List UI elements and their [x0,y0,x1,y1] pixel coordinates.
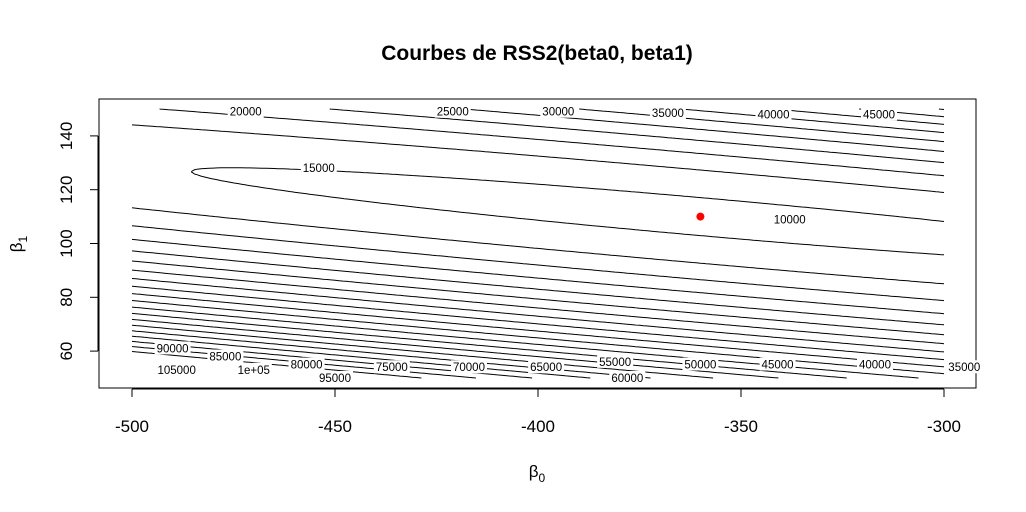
contour-label: 105000 [157,365,195,377]
contour-label: 85000 [209,351,241,363]
contour-label-bg [373,360,410,374]
contour-label: 15000 [303,163,335,175]
y-axis-label: β1 [7,235,30,252]
minimum-point [696,212,705,221]
contour-label: 20000 [230,107,262,119]
x-axis-label: β0 [529,462,546,485]
y-tick-label: 140 [57,122,76,150]
x-tick-label: -450 [318,417,352,436]
x-tick-label: -350 [724,417,758,436]
contour-label: 40000 [859,360,891,372]
contour-label: 1e+05 [238,365,270,377]
contour-label: 40000 [757,109,789,121]
x-axis-label-symbol: β [529,462,539,481]
contour-label: 70000 [453,362,485,374]
x-tick-label: -400 [521,417,555,436]
contour-label: 45000 [762,360,794,372]
contour-label: 35000 [652,108,684,120]
contour-lines [131,108,945,379]
contour-label: 10000 [774,214,806,226]
contour-label: 30000 [542,107,574,119]
contour-label: 75000 [376,362,408,374]
contour-label-bg [771,212,808,226]
contour-label-bg [755,107,792,121]
contour-line-15000 [131,124,945,285]
contour-label: 65000 [530,362,562,374]
contour-line-40000 [131,108,945,345]
x-axis: -500 -450 -400 -350 -300 [115,388,961,436]
contour-label-bg [450,360,487,374]
contour-label-bg [682,357,719,371]
contour-label-bg [155,362,198,376]
contour-labels: 20000 25000 30000 35000 40000 45000 15000 10000… [154,104,983,385]
contour-line-75000 [131,318,779,379]
contour-label-bg [946,360,983,374]
contour-label-bg [300,161,337,175]
contour-label-bg [528,360,565,374]
contour-label: 90000 [157,343,189,355]
contour-line-50000 [131,108,945,361]
contour-label-bg [317,371,353,384]
contour-label-bg [207,349,244,363]
contour-label: 45000 [863,109,895,121]
contour-label-bg [540,104,577,118]
contour-label-bg [154,341,191,355]
y-axis-label-subscript: 1 [16,235,30,242]
y-tick-label: 100 [57,229,76,257]
contour-line-25000 [131,108,945,315]
contour-label: 95000 [319,373,351,385]
contour-line-80000 [131,324,714,379]
chart-title: Courbes de RSS2(beta0, beta1) [381,42,693,65]
contour-label-bg [235,362,272,376]
contour-label: 60000 [611,373,643,385]
minimum-point-marker [696,212,705,221]
contour-line-20000 [131,108,945,302]
contour-label: 35000 [948,362,980,374]
contour-label-bg [434,104,471,118]
x-tick-label: -300 [927,417,961,436]
contour-line-10000 [190,167,945,256]
x-axis-label-subscript: 0 [539,471,546,485]
contour-line-90000 [131,335,591,379]
contour-line-35000 [131,108,945,336]
y-tick-label: 60 [57,342,76,361]
contour-label: 55000 [599,357,631,369]
contour-label-bg [759,357,796,371]
y-axis-label-symbol: β [7,242,26,252]
contour-label-bg [597,354,634,368]
contour-label: 50000 [684,360,716,372]
contour-label-bg [609,371,646,384]
contour-label-bg [227,104,264,118]
y-axis: 60 80 100 120 140 [57,122,99,361]
x-tick-label: -500 [115,417,149,436]
contour-line-45000 [131,108,945,353]
contour-label: 25000 [437,107,469,119]
contour-label-bg [856,357,893,371]
plot-frame [98,98,977,389]
contour-label: 80000 [291,360,323,372]
y-tick-label: 120 [57,176,76,204]
contour-label-bg [649,106,686,120]
contour-label-bg [288,357,325,371]
contour-label-bg [861,107,898,121]
contour-line-55000 [131,108,945,368]
y-tick-label: 80 [57,288,76,307]
contour-line-30000 [131,108,945,326]
